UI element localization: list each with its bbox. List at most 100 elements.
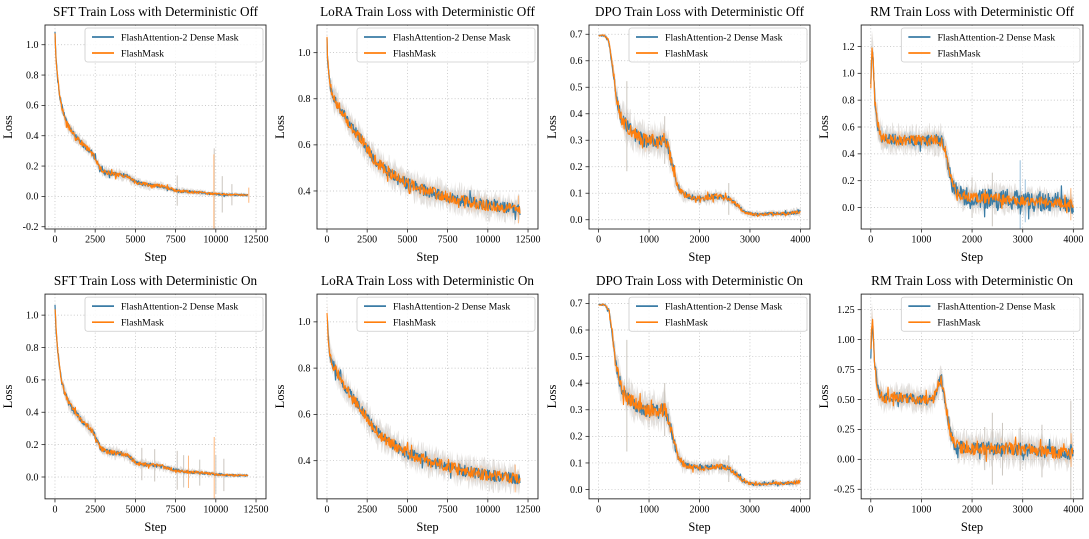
y-axis-label: Loss — [1, 115, 15, 139]
tick-marks — [585, 302, 801, 503]
y-tick-label: 0.2 — [26, 440, 38, 451]
x-tick-label: 2500 — [357, 504, 377, 515]
y-tick-label: 0.4 — [298, 456, 310, 467]
y-tick-label: 1.25 — [837, 305, 855, 316]
x-tick-labels: 0 2500 5000 7500 10000 12500 — [52, 504, 268, 515]
y-tick-label: 1.0 — [298, 317, 310, 328]
chart-title: LoRA Train Loss with Deterministic Off — [320, 4, 535, 19]
x-tick-label: 2500 — [85, 504, 105, 515]
y-tick-label: 0.2 — [570, 162, 583, 173]
y-tick-labels: 0.4 0.6 0.8 1.0 — [298, 317, 310, 467]
legend-box — [900, 296, 1081, 332]
y-tick-label: 0.2 — [842, 176, 855, 187]
legend-label: FlashMask — [665, 318, 708, 329]
legend-label: FlashAttention-2 Dense Mask — [665, 32, 783, 43]
chart-svg-7: 0 1000 2000 3000 4000 -0.25 0.00 0.25 0.50 0.75 1.… — [816, 269, 1089, 539]
y-tick-label: 0.8 — [842, 95, 855, 106]
y-tick-label: 0.6 — [298, 140, 311, 151]
legend-label: FlashAttention-2 Dense Mask — [665, 302, 782, 313]
y-tick-label: 0.6 — [842, 122, 855, 133]
y-tick-label: -0.2 — [23, 222, 39, 233]
x-tick-labels: 0 1000 2000 3000 4000 — [596, 235, 810, 246]
legend-label: FlashMask — [393, 48, 436, 59]
y-tick-label: 0.5 — [570, 352, 582, 363]
plot-area — [870, 30, 1074, 229]
x-tick-label: 1000 — [639, 504, 659, 515]
chart-svg-1: 0 2500 5000 7500 10000 12500 0.4 0.6 0.8 1.0 LoRA … — [272, 0, 544, 269]
legend-label: FlashAttention-2 Dense Mask — [393, 302, 510, 313]
y-tick-label: 0.4 — [26, 131, 39, 142]
legend-box — [628, 27, 808, 63]
y-tick-label: 0.50 — [837, 395, 855, 406]
chart-svg-5: 0 2500 5000 7500 10000 12500 0.4 0.6 0.8 1.0 LoRA … — [272, 269, 544, 539]
x-tick-label: 3000 — [1013, 235, 1033, 246]
legend-box — [628, 296, 808, 332]
y-tick-label: 0.3 — [570, 405, 582, 416]
legend-label: FlashMask — [393, 318, 436, 329]
y-tick-label: 0.4 — [298, 186, 311, 197]
chart-svg-4: 0 2500 5000 7500 10000 12500 0.0 0.2 0.4 0.6 0.8 1.… — [0, 269, 272, 539]
x-tick-label: 12500 — [244, 235, 269, 246]
x-tick-label: 0 — [868, 235, 873, 246]
y-tick-labels: 0.0 0.1 0.2 0.3 0.4 0.5 0.6 0.7 — [570, 30, 583, 226]
y-tick-labels: 0.0 0.1 0.2 0.3 0.4 0.5 0.6 0.7 — [570, 299, 582, 496]
y-tick-label: 0.6 — [298, 410, 310, 421]
x-tick-label: 5000 — [125, 504, 145, 515]
plot-area — [326, 33, 521, 226]
x-tick-labels: 0 2500 5000 7500 10000 12500 — [52, 235, 268, 246]
axes-spines — [316, 293, 539, 500]
x-tick-label: 0 — [52, 504, 57, 515]
legend-label: FlashMask — [937, 48, 980, 59]
series-line-flashmask — [54, 309, 249, 477]
x-tick-label: 4000 — [790, 504, 810, 515]
y-axis-label: Loss — [545, 115, 559, 139]
y-tick-label: 0.4 — [570, 109, 583, 120]
x-tick-label: 12500 — [516, 235, 541, 246]
y-tick-label: 0.7 — [570, 299, 582, 310]
x-tick-label: 0 — [324, 235, 329, 246]
y-tick-label: 1.00 — [837, 335, 855, 346]
x-tick-label: 0 — [596, 235, 601, 246]
series-line-flashmask — [870, 47, 1074, 214]
uncertainty-band-gray — [598, 33, 801, 219]
x-axis-label: Step — [688, 250, 710, 264]
y-axis-label: Loss — [817, 115, 831, 139]
series-line-flashmask — [598, 303, 801, 486]
axes-spines — [860, 293, 1084, 500]
subplot-dpo-train-loss-with-deterministic-on: 0 1000 2000 3000 4000 0.0 0.1 0.2 0.3 0.4 0.5 0.6 0.… — [544, 269, 816, 539]
x-axis-label: Step — [144, 250, 166, 264]
chart-svg-0: 0 2500 5000 7500 10000 12500 -0.2 0.0 0.2 0.4 0.6 0… — [0, 0, 272, 269]
legend-label: FlashMask — [121, 48, 164, 59]
y-tick-label: 0.00 — [837, 455, 855, 466]
legend-label: FlashAttention-2 Dense Mask — [393, 32, 511, 43]
x-tick-label: 3000 — [740, 235, 760, 246]
chart-svg-3: 0 1000 2000 3000 4000 0.0 0.2 0.4 0.6 0.8 1.0 1.2 RM… — [816, 0, 1089, 269]
chart-title: SFT Train Loss with Deterministic On — [54, 273, 258, 288]
legend-box — [356, 296, 536, 332]
subplot-dpo-train-loss-with-deterministic-off: 0 1000 2000 3000 4000 0.0 0.1 0.2 0.3 0.4 0.5 0.6 0.… — [544, 0, 816, 269]
x-tick-label: 7500 — [438, 235, 458, 246]
y-tick-label: 1.0 — [842, 69, 855, 80]
y-tick-label: 0.2 — [26, 161, 39, 172]
x-tick-label: 7500 — [438, 504, 458, 515]
y-tick-label: 0.25 — [837, 425, 855, 436]
legend-label: FlashMask — [665, 48, 708, 59]
y-tick-label: 0.6 — [26, 375, 38, 386]
x-tick-label: 10000 — [203, 504, 228, 515]
legend: FlashAttention-2 Dense Mask FlashMask — [84, 296, 264, 332]
legend-label: FlashAttention-2 Dense Mask — [121, 302, 238, 313]
subplot-rm-train-loss-with-deterministic-off: 0 1000 2000 3000 4000 0.0 0.2 0.4 0.6 0.8 1.0 1.2 RM… — [816, 0, 1089, 269]
tick-marks — [313, 321, 529, 503]
y-tick-label: 0.6 — [570, 56, 583, 67]
uncertainty-band-orange — [327, 39, 520, 218]
series-line-flashmask — [326, 313, 521, 484]
y-tick-label: 0.8 — [298, 363, 310, 374]
y-tick-labels: 0.0 0.2 0.4 0.6 0.8 1.0 1.2 — [842, 42, 855, 214]
y-tick-labels: 0.0 0.2 0.4 0.6 0.8 1.0 — [26, 310, 38, 483]
y-tick-label: -0.25 — [834, 485, 855, 496]
x-tick-labels: 0 1000 2000 3000 4000 — [596, 504, 810, 515]
x-tick-label: 1000 — [911, 235, 931, 246]
x-tick-label: 0 — [868, 504, 873, 515]
y-tick-label: 0.0 — [570, 215, 583, 226]
tick-marks — [41, 44, 257, 233]
